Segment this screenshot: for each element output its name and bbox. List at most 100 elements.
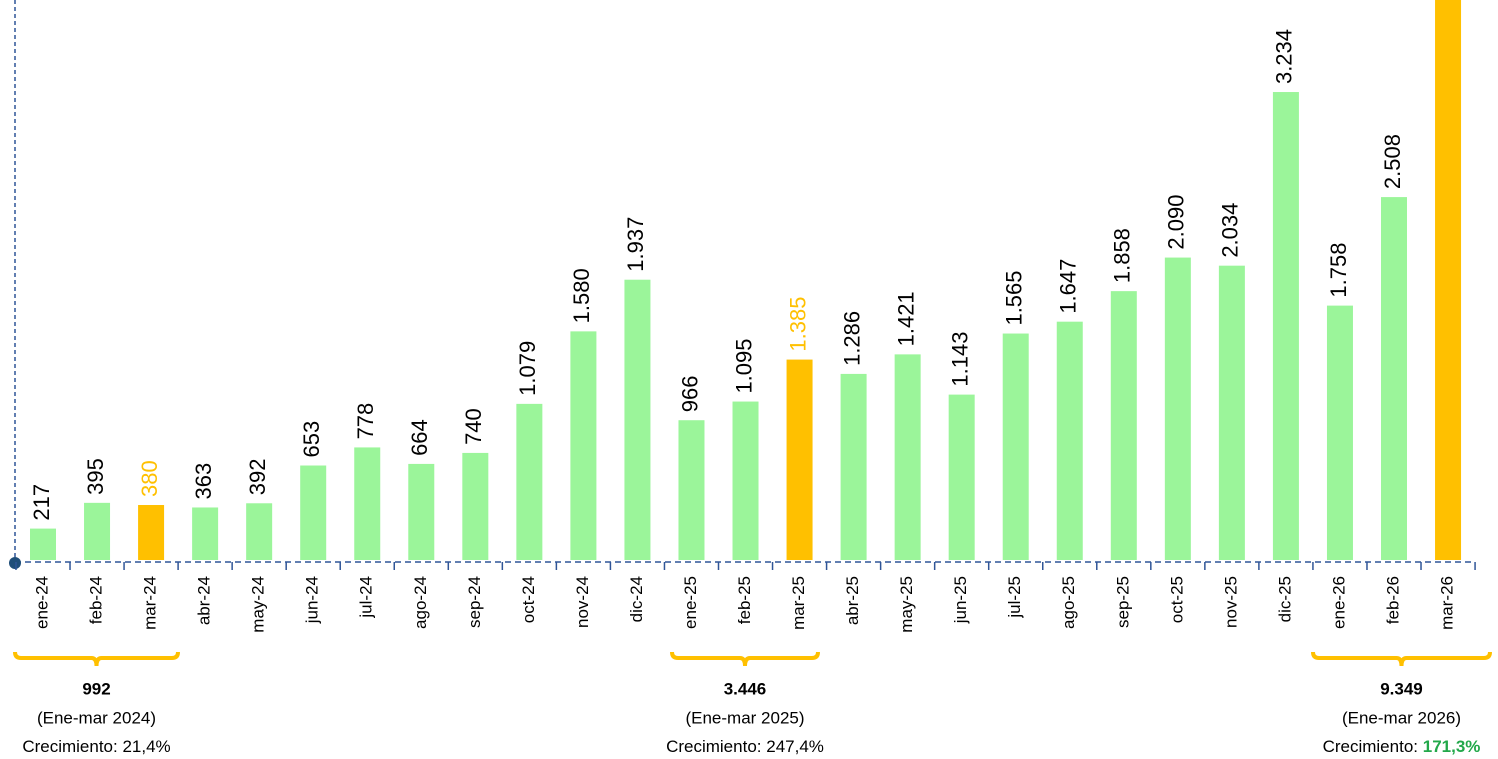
x-tick-label: oct-25 — [1167, 576, 1186, 623]
x-tick-label: feb-26 — [1383, 576, 1402, 624]
data-label: 653 — [299, 421, 324, 458]
data-label: 664 — [407, 419, 432, 456]
bar — [408, 463, 435, 560]
bracket — [670, 651, 820, 667]
data-label: 1.095 — [731, 338, 756, 393]
bar — [1381, 197, 1407, 560]
data-label: 1.385 — [785, 297, 810, 352]
data-label: 1.286 — [839, 311, 864, 366]
data-label: 1.421 — [893, 291, 918, 346]
data-label: 363 — [191, 463, 216, 500]
data-label: 1.143 — [947, 332, 972, 387]
axis-origin — [9, 557, 21, 569]
bar — [1272, 92, 1299, 560]
data-label: 392 — [245, 459, 270, 496]
annotation-total: 992 — [82, 679, 110, 698]
annotation-period: (Ene-mar 2025) — [685, 708, 804, 727]
bar — [1110, 291, 1137, 560]
data-label: 2.034 — [1218, 203, 1243, 258]
bar — [192, 507, 219, 560]
x-tick-label: jul-24 — [357, 576, 376, 619]
bar — [300, 465, 327, 560]
x-tick-label: nov-24 — [573, 576, 592, 628]
data-label: 966 — [677, 375, 702, 412]
x-tick-label: feb-25 — [735, 576, 754, 624]
bar — [732, 401, 759, 560]
data-label: 217 — [29, 484, 54, 521]
bar — [246, 503, 273, 560]
x-tick-label: feb-24 — [87, 576, 106, 624]
data-label: 778 — [353, 403, 378, 440]
x-tick-label: abr-24 — [195, 576, 214, 625]
x-tick-label: sep-25 — [1113, 576, 1132, 628]
x-tick-label: oct-24 — [519, 576, 538, 623]
data-label: 1.647 — [1056, 259, 1081, 314]
growth-text: Crecimiento: — [666, 737, 761, 756]
bar — [138, 505, 165, 560]
bar — [624, 279, 651, 560]
bar — [894, 354, 921, 560]
x-tick-label: jun-24 — [303, 576, 322, 624]
x-tick-label: dic-24 — [627, 576, 646, 622]
x-tick-label: ago-25 — [1059, 576, 1078, 629]
bar — [570, 331, 597, 560]
growth-text: Crecimiento: — [22, 737, 117, 756]
annotation-total: 9.349 — [1380, 679, 1423, 698]
bar — [354, 447, 381, 560]
bar — [786, 359, 813, 560]
x-tick-label: nov-25 — [1221, 576, 1240, 628]
bracket — [13, 651, 180, 667]
data-label: 395 — [83, 458, 108, 495]
data-label: 380 — [137, 460, 162, 497]
data-label: 1.565 — [1002, 270, 1027, 325]
annotation-period: (Ene-mar 2024) — [37, 708, 156, 727]
bar — [1218, 265, 1245, 560]
data-label: 1.858 — [1110, 228, 1135, 283]
data-label: 1.937 — [623, 217, 648, 272]
growth-value: 247,4% — [766, 737, 824, 756]
x-tick-label: jun-25 — [951, 576, 970, 624]
bar — [678, 420, 705, 560]
annotation-growth: Crecimiento: 247,4% — [666, 737, 824, 756]
x-tick-label: mar-26 — [1438, 576, 1457, 630]
x-tick-label: mar-24 — [141, 576, 160, 630]
data-label: 1.079 — [515, 341, 540, 396]
x-tick-label: sep-24 — [465, 576, 484, 628]
bar — [84, 502, 111, 560]
growth-text: Crecimiento: — [1323, 737, 1418, 756]
x-tick-label: mar-25 — [789, 576, 808, 630]
x-tick-label: ene-25 — [681, 576, 700, 629]
bar — [462, 452, 489, 560]
bracket — [1311, 651, 1492, 667]
annotation-growth: Crecimiento: 21,4% — [22, 737, 170, 756]
data-label: 1.758 — [1326, 243, 1351, 298]
bar — [1326, 305, 1353, 560]
x-tick-label: ene-24 — [32, 576, 51, 629]
annotation-total: 3.446 — [724, 679, 767, 698]
data-label: 740 — [461, 408, 486, 445]
data-label: 2.090 — [1164, 195, 1189, 250]
bar — [1435, 0, 1462, 560]
x-tick-label: jul-25 — [1005, 576, 1024, 619]
bar — [840, 373, 867, 560]
data-label: 2.508 — [1380, 134, 1405, 189]
x-tick-label: ago-24 — [411, 576, 430, 629]
bar — [516, 403, 543, 560]
bar — [1164, 257, 1191, 560]
x-tick-label: may-24 — [249, 576, 268, 633]
annotation-growth: Crecimiento: 171,3% — [1323, 737, 1481, 756]
x-tick-label: may-25 — [897, 576, 916, 633]
bar — [1002, 333, 1029, 560]
growth-value: 21,4% — [122, 737, 170, 756]
x-tick-label: abr-25 — [843, 576, 862, 625]
bar — [1056, 321, 1083, 560]
bar — [948, 394, 975, 560]
data-label: 3.234 — [1272, 29, 1297, 84]
x-tick-label: ene-26 — [1329, 576, 1348, 629]
data-label: 1.580 — [569, 268, 594, 323]
x-tick-label: dic-25 — [1275, 576, 1294, 622]
growth-value: 171,3% — [1423, 737, 1481, 756]
annotation-period: (Ene-mar 2026) — [1342, 708, 1461, 727]
bar — [30, 528, 56, 560]
